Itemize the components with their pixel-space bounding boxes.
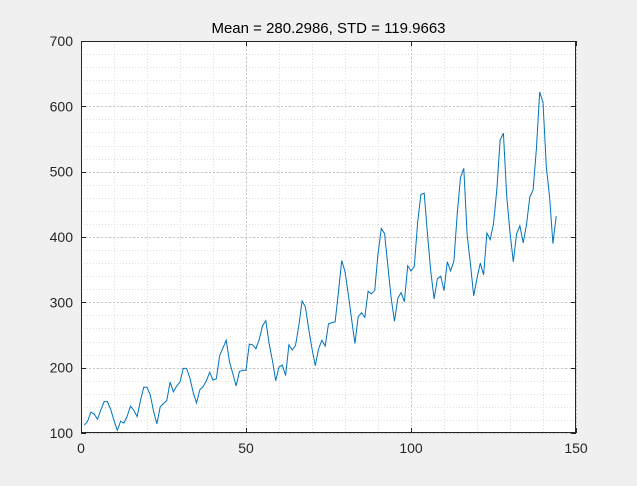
y-tick-label: 700 [50,33,74,49]
x-axis-tick-labels: 0 50 100 150 [77,440,588,456]
x-tick-label: 0 [77,440,85,456]
x-tick-label: 150 [564,440,588,456]
x-tick-label: 100 [399,440,423,456]
y-tick-label: 500 [50,164,74,180]
y-tick-label: 300 [50,294,74,310]
chart-title: Mean = 280.2986, STD = 119.9663 [211,20,445,37]
series-line [83,91,557,432]
y-tick-label: 400 [50,229,74,245]
y-tick-label: 100 [50,425,74,441]
y-axis-tick-labels: 100 200 300 400 500 600 700 [50,33,74,441]
x-tick-label: 50 [238,440,254,456]
y-tick-label: 600 [50,98,74,114]
axis-ticks [81,41,577,434]
y-tick-label: 200 [50,360,74,376]
